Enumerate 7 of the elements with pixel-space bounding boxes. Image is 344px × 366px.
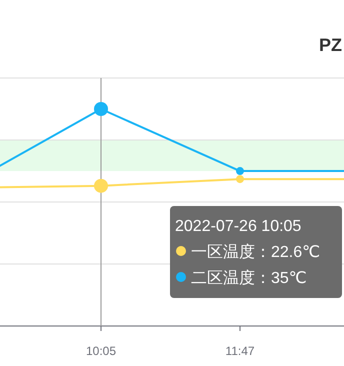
x-tick-label: 11:47 [225, 344, 255, 358]
annotation: 2022-07-26 10:05 [175, 218, 302, 235]
x-tick-label: 10:05 [86, 344, 116, 358]
annotation: 一区温度：22.6℃ [191, 243, 320, 261]
chart-title: PZ [318, 35, 342, 55]
tooltip: 2022-07-26 10:05 一区温度：22.6℃ 二区温度：35℃ [170, 206, 342, 298]
annotation: 二区温度：35℃ [191, 269, 307, 287]
